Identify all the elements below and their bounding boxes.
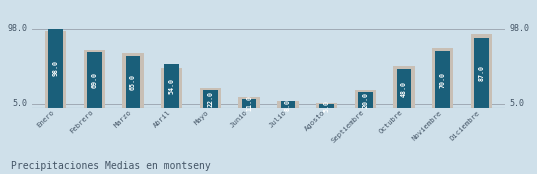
Text: 98.0: 98.0 [510, 24, 529, 33]
Bar [45, 31, 66, 108]
Bar [432, 48, 453, 108]
Bar [48, 29, 63, 108]
Text: 98.0: 98.0 [53, 60, 59, 76]
Text: 5.0: 5.0 [324, 100, 330, 112]
Bar [319, 104, 334, 108]
Text: 87.0: 87.0 [478, 65, 484, 81]
Bar [238, 97, 260, 108]
Text: 5.0: 5.0 [510, 99, 525, 108]
Text: 48.0: 48.0 [401, 81, 407, 97]
Bar [122, 53, 143, 108]
Text: 54.0: 54.0 [169, 78, 175, 94]
Text: 65.0: 65.0 [130, 74, 136, 90]
Bar [397, 69, 411, 108]
Bar [277, 101, 299, 108]
Bar [474, 38, 489, 108]
Bar [354, 90, 376, 108]
Bar [242, 99, 257, 108]
Bar [358, 92, 373, 108]
Bar [84, 50, 105, 108]
Text: Precipitaciones Medias en montseny: Precipitaciones Medias en montseny [11, 161, 211, 171]
Text: 22.0: 22.0 [207, 91, 213, 107]
Text: 20.0: 20.0 [362, 92, 368, 108]
Text: 69.0: 69.0 [91, 72, 97, 88]
Text: 8.0: 8.0 [285, 99, 291, 111]
Bar [203, 90, 218, 108]
Bar [126, 56, 140, 108]
Bar [161, 68, 183, 108]
Text: 5.0: 5.0 [12, 99, 27, 108]
Text: 11.0: 11.0 [246, 96, 252, 112]
Bar [436, 52, 450, 108]
Bar [316, 103, 337, 108]
Bar [471, 34, 492, 108]
Text: 70.0: 70.0 [440, 72, 446, 88]
Bar [280, 101, 295, 108]
Bar [200, 88, 221, 108]
Bar [87, 52, 101, 108]
Text: 98.0: 98.0 [8, 24, 27, 33]
Bar [394, 66, 415, 108]
Bar [164, 64, 179, 108]
